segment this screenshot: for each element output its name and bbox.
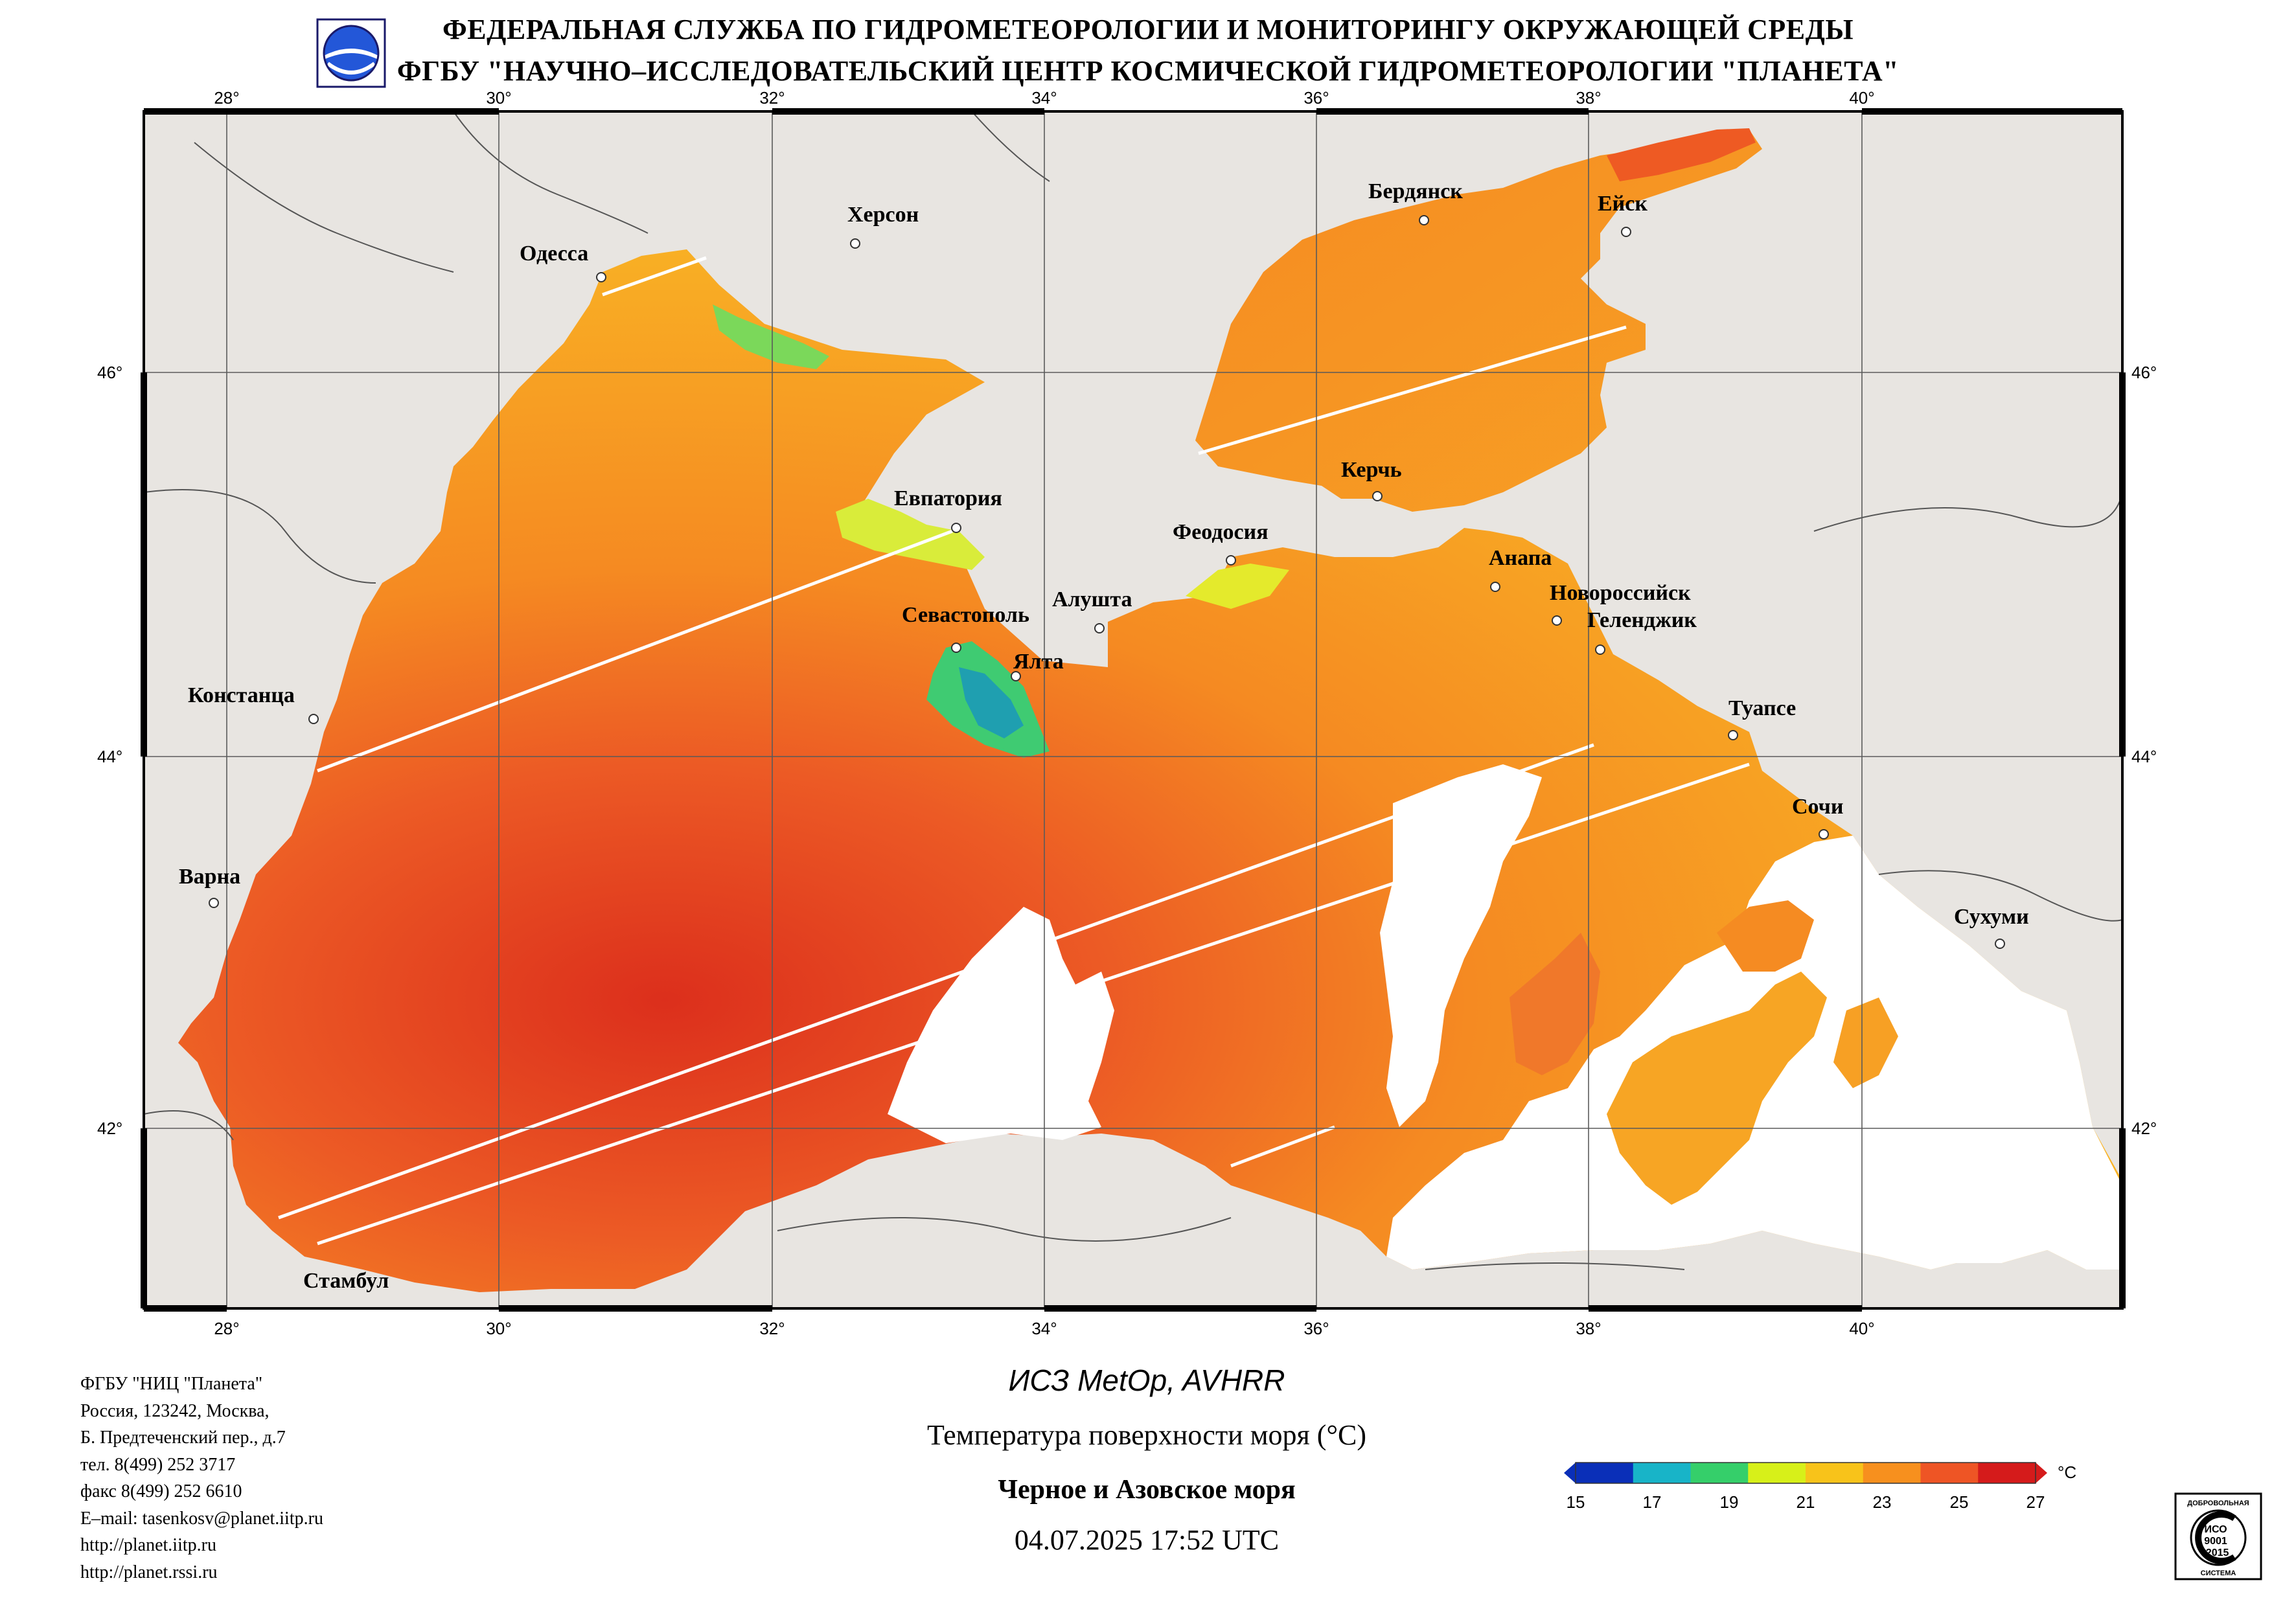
warm-patches-east — [1510, 900, 1898, 1205]
lon-label: 32° — [759, 88, 785, 108]
colorbar-arrow-left — [1564, 1463, 1576, 1483]
lon-label: 30° — [486, 1319, 511, 1338]
cool-patch-feodosia — [1186, 564, 1289, 609]
lat-label: 46° — [2131, 363, 2157, 382]
lon-label: 38° — [1576, 1319, 1601, 1338]
header-title-line2: ФГБУ "НАУЧНО–ИССЛЕДОВАТЕЛЬСКИЙ ЦЕНТР КОС… — [396, 55, 1900, 87]
contact-line: Б. Предтеченский пер., д.7 — [80, 1428, 286, 1448]
city-markers — [209, 215, 2005, 949]
caption-datetime: 04.07.2025 17:52 UTC — [1014, 1524, 1280, 1556]
colorbar-tick: 23 — [1873, 1492, 1892, 1512]
colorbar-segment — [1806, 1463, 1864, 1483]
lon-label: 40° — [1849, 88, 1874, 108]
contact-line: факс 8(499) 252 6610 — [80, 1481, 242, 1501]
cool-patch-odessa — [713, 304, 829, 369]
lon-labels-top: 28° 30° 32° 34° 36° 38° 40° — [214, 88, 1874, 108]
colorbar-segment — [1748, 1463, 1806, 1483]
colorbar-tick: 15 — [1567, 1492, 1585, 1512]
caption-satellite: ИСЗ MetOp, AVHRR — [1008, 1363, 1285, 1397]
iso-certification-icon: ДОБРОВОЛЬНАЯ ИСО 9001 -2015 СИСТЕМА — [2174, 1492, 2262, 1580]
lon-label: 34° — [1031, 88, 1057, 108]
lon-label: 32° — [759, 1319, 785, 1338]
graticule — [144, 111, 2122, 1308]
cool-patch-crimea-west — [836, 499, 985, 570]
azov-sea-area — [1195, 130, 1762, 512]
city-label: Варна — [179, 865, 240, 889]
colorbar-segment — [1576, 1463, 1634, 1483]
lon-label: 40° — [1849, 1319, 1874, 1338]
contact-url: http://planet.iitp.ru — [80, 1535, 216, 1555]
organization-contacts: ФГБУ "НИЦ "Планета" Россия, 123242, Моск… — [80, 1371, 323, 1586]
colorbar-arrow-right — [2036, 1463, 2047, 1483]
colorbar-segment — [1633, 1463, 1691, 1483]
city-label: Сочи — [1792, 795, 1843, 819]
lon-label: 28° — [214, 88, 239, 108]
lat-label: 44° — [2131, 747, 2157, 766]
city-label: Алушта — [1052, 587, 1132, 611]
lon-label: 38° — [1576, 88, 1601, 108]
city-label: Евпатория — [894, 486, 1002, 510]
lon-label: 34° — [1031, 1319, 1057, 1338]
colorbar-segment — [1920, 1463, 1979, 1483]
swath-gap-lines — [278, 256, 1750, 1246]
cert-text: -2015 — [2203, 1547, 2229, 1558]
lon-label: 36° — [1303, 1319, 1329, 1338]
contact-line: тел. 8(499) 252 3717 — [80, 1454, 236, 1475]
warm-patch-azov-north — [1607, 128, 1756, 181]
city-labels: Одесса Херсон Бердянск Ейск Евпатория Ке… — [179, 179, 2029, 1293]
colorbar-tick: 21 — [1797, 1492, 1815, 1512]
cert-text: 9001 — [2204, 1536, 2227, 1547]
frame-tick-marks — [141, 108, 2126, 1312]
colorbar-segment — [1978, 1463, 2036, 1483]
planeta-logo-icon — [316, 18, 386, 88]
colorbar-tick: 27 — [2026, 1492, 2045, 1512]
colorbar-tick: 25 — [1950, 1492, 1969, 1512]
city-label: Сухуми — [1954, 905, 2029, 929]
city-label: Ейск — [1598, 192, 1647, 216]
contact-line: ФГБУ "НИЦ "Планета" — [80, 1374, 263, 1394]
city-label: Керчь — [1341, 458, 1402, 482]
city-label: Херсон — [847, 203, 919, 227]
cert-text: ИСО — [2204, 1524, 2227, 1535]
caption-region: Черное и Азовское моря — [998, 1475, 1296, 1505]
borders-and-rivers — [144, 111, 2122, 1270]
header-title-line1: ФЕДЕРАЛЬНАЯ СЛУЖБА ПО ГИДРОМЕТЕОРОЛОГИИ … — [442, 14, 1854, 45]
colorbar-segment — [1690, 1463, 1749, 1483]
city-label: Одесса — [520, 242, 588, 266]
colorbar-tick: 19 — [1720, 1492, 1739, 1512]
caption-parameter: Температура поверхности моря (°С) — [926, 1419, 1367, 1451]
cert-top-text: ДОБРОВОЛЬНАЯ — [2187, 1499, 2249, 1507]
city-label: Феодосия — [1173, 520, 1269, 544]
lon-labels-bottom: 28° 30° 32° 34° 36° 38° 40° — [214, 1319, 1874, 1338]
city-label: Констанца — [188, 683, 295, 707]
cool-patch-sevastopol-core — [959, 667, 1024, 738]
lat-label: 44° — [97, 747, 122, 766]
contact-line: Россия, 123242, Москва, — [80, 1400, 270, 1421]
city-label: Ялта — [1013, 650, 1064, 674]
lat-label: 42° — [2131, 1119, 2157, 1138]
colorbar-tick: 17 — [1643, 1492, 1662, 1512]
city-label: Бердянск — [1368, 179, 1463, 203]
lon-label: 30° — [486, 88, 511, 108]
colorbar: 15 17 19 21 23 25 27 °C — [1564, 1462, 2076, 1512]
lat-labels: 46° 44° 42° 46° 44° 42° — [97, 363, 2157, 1138]
city-label: Новороссийск — [1550, 581, 1691, 605]
city-label: Туапсе — [1728, 696, 1796, 720]
contact-url: http://planet.rssi.ru — [80, 1562, 218, 1582]
lat-label: 42° — [97, 1119, 122, 1138]
city-label: Стамбул — [303, 1269, 389, 1293]
cert-bottom-text: СИСТЕМА — [2201, 1569, 2236, 1577]
city-label: Севастополь — [902, 603, 1029, 627]
contact-email: E–mail: tasenkosv@planet.iitp.ru — [80, 1508, 323, 1529]
colorbar-unit: °C — [2058, 1463, 2076, 1482]
lat-label: 46° — [97, 363, 122, 382]
city-label: Геленджик — [1587, 608, 1697, 632]
colorbar-segment — [1863, 1463, 1921, 1483]
city-label: Анапа — [1489, 546, 1552, 570]
lon-label: 28° — [214, 1319, 239, 1338]
lon-label: 36° — [1303, 88, 1329, 108]
